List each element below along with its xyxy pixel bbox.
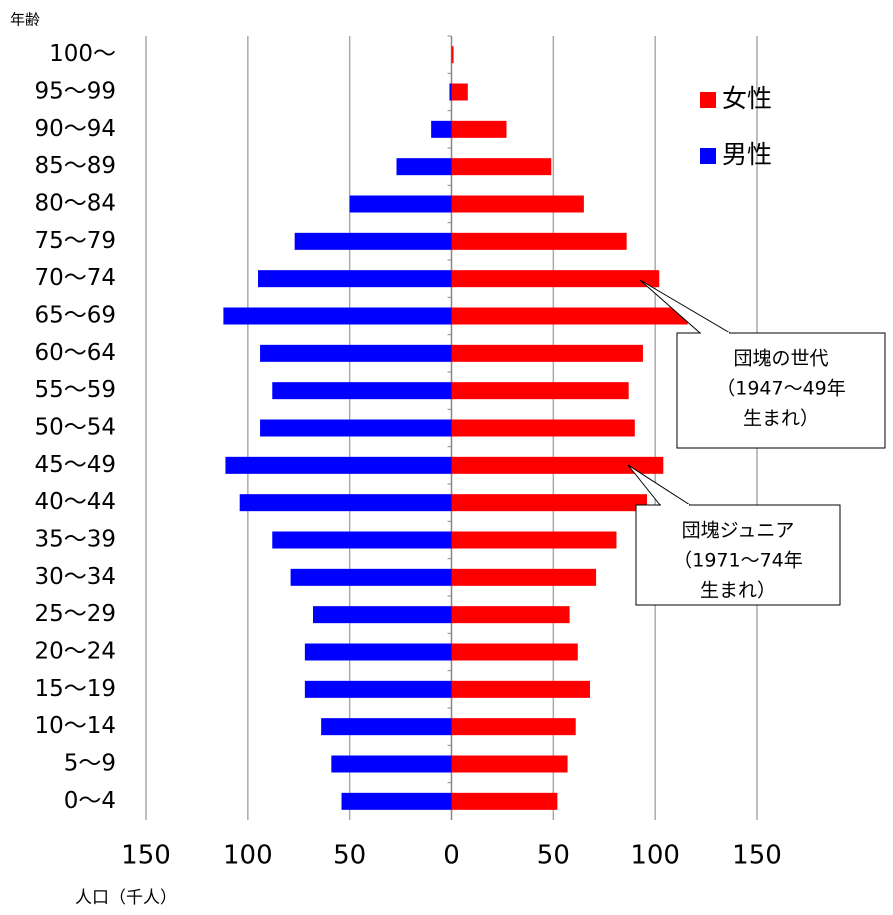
x-axis-title: 人口（千人） bbox=[75, 888, 177, 908]
y-tick-label: 55～59 bbox=[34, 377, 116, 403]
bar bbox=[451, 456, 664, 474]
annotation-text: 団塊の世代 bbox=[733, 348, 828, 370]
bar bbox=[260, 344, 452, 362]
bar bbox=[451, 755, 568, 773]
y-tick-label: 60～64 bbox=[34, 340, 116, 366]
bar bbox=[451, 792, 558, 810]
y-tick-label: 65～69 bbox=[34, 303, 116, 329]
x-tick-label: 0 bbox=[443, 841, 460, 871]
bar bbox=[451, 382, 629, 400]
annotation-text: 団塊ジュニア bbox=[682, 520, 795, 542]
bar bbox=[331, 755, 452, 773]
bar bbox=[451, 232, 627, 250]
y-tick-label: 5～9 bbox=[64, 751, 116, 777]
annotation-text: 生まれ） bbox=[743, 408, 819, 430]
y-axis-title: 年齢 bbox=[10, 11, 40, 29]
bar bbox=[304, 680, 452, 698]
bar bbox=[272, 382, 452, 400]
callout-box bbox=[635, 504, 841, 606]
legend-label: 男性 bbox=[722, 140, 772, 169]
legend-swatch bbox=[700, 92, 716, 108]
y-tick-label: 50～54 bbox=[34, 415, 116, 441]
x-tick-label: 150 bbox=[121, 841, 171, 871]
x-tick-label: 150 bbox=[732, 841, 782, 871]
y-tick-label: 20～24 bbox=[34, 639, 116, 665]
y-tick-label: 25～29 bbox=[34, 601, 116, 627]
bar bbox=[239, 494, 452, 512]
bar bbox=[451, 643, 578, 661]
y-tick-label: 45～49 bbox=[34, 452, 116, 478]
x-tick-label: 50 bbox=[537, 841, 570, 871]
bar bbox=[451, 419, 635, 437]
bar bbox=[451, 568, 597, 586]
y-tick-label: 80～84 bbox=[34, 191, 116, 217]
legend-swatch bbox=[700, 148, 716, 164]
bar bbox=[304, 643, 452, 661]
bar bbox=[451, 606, 570, 624]
annotation-text: （1947～49年 bbox=[716, 378, 846, 400]
bar bbox=[396, 158, 452, 176]
y-tick-label: 95～99 bbox=[34, 79, 116, 105]
y-tick-label: 70～74 bbox=[34, 265, 116, 291]
bar bbox=[451, 158, 552, 176]
bar bbox=[313, 606, 452, 624]
y-tick-label: 85～89 bbox=[34, 153, 116, 179]
bar bbox=[449, 83, 452, 101]
bar bbox=[341, 792, 452, 810]
bar bbox=[451, 46, 454, 64]
bar bbox=[321, 718, 452, 736]
y-tick-label: 10～14 bbox=[34, 713, 116, 739]
annotation-text: 生まれ） bbox=[700, 580, 776, 602]
bar bbox=[349, 195, 452, 213]
bar bbox=[451, 344, 643, 362]
x-tick-label: 100 bbox=[630, 841, 680, 871]
bar bbox=[451, 83, 468, 101]
bar bbox=[294, 232, 452, 250]
bar bbox=[451, 270, 660, 288]
bar bbox=[451, 120, 507, 138]
x-tick-label: 100 bbox=[223, 841, 273, 871]
bar bbox=[451, 494, 648, 512]
annotation-text: （1971～74年 bbox=[673, 550, 803, 572]
y-tick-label: 75～79 bbox=[34, 228, 116, 254]
y-tick-label: 40～44 bbox=[34, 489, 116, 515]
x-tick-label: 50 bbox=[333, 841, 366, 871]
y-tick-label: 90～94 bbox=[34, 116, 116, 142]
bar bbox=[223, 307, 452, 325]
bar bbox=[451, 307, 688, 325]
bar bbox=[290, 568, 452, 586]
bar bbox=[258, 270, 452, 288]
y-tick-label: 0～4 bbox=[64, 788, 116, 814]
bar bbox=[451, 680, 590, 698]
y-tick-label: 100～ bbox=[49, 41, 116, 67]
bar bbox=[260, 419, 452, 437]
bar bbox=[451, 531, 617, 549]
y-tick-label: 15～19 bbox=[34, 676, 116, 702]
bar bbox=[225, 456, 452, 474]
y-tick-label: 35～39 bbox=[34, 527, 116, 553]
legend-label: 女性 bbox=[722, 84, 772, 113]
bar bbox=[431, 120, 452, 138]
callout-box bbox=[676, 332, 886, 449]
bar bbox=[451, 718, 576, 736]
callout-pointer bbox=[639, 279, 732, 334]
bar bbox=[272, 531, 452, 549]
y-tick-label: 30～34 bbox=[34, 564, 116, 590]
bar bbox=[451, 195, 584, 213]
